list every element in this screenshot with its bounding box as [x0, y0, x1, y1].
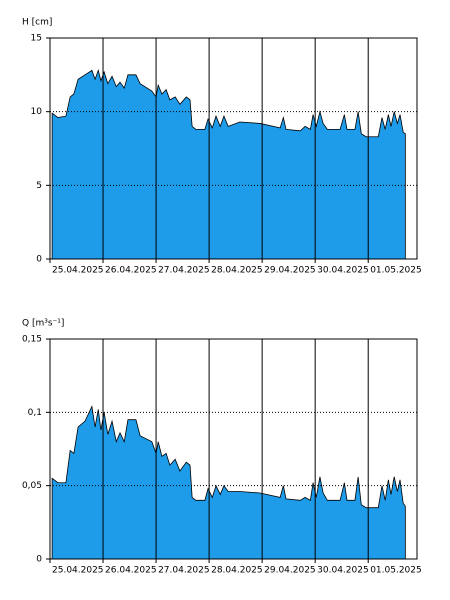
y-tick-label: 0,05 — [22, 481, 42, 491]
plot-frame — [49, 37, 418, 260]
x-tick-label: 25.04.2025 — [52, 566, 104, 576]
x-tick-label: 27.04.2025 — [158, 566, 210, 576]
y-tick-label: 0 — [36, 255, 42, 265]
y-tick-label: 0,1 — [28, 408, 42, 418]
y-tick-label: 5 — [36, 181, 42, 191]
y-axis-label: H [cm] — [22, 18, 52, 28]
y-axis-label: Q [m³s⁻¹] — [22, 319, 64, 329]
x-tick-label: 01.05.2025 — [370, 266, 422, 276]
area — [51, 405, 406, 560]
x-tick-label: 30.04.2025 — [317, 266, 369, 276]
x-tick-label: 29.04.2025 — [264, 566, 316, 576]
y-tick-label: 10 — [31, 107, 43, 117]
y-tick-label: 0 — [36, 555, 42, 565]
x-tick-label: 01.05.2025 — [370, 566, 422, 576]
x-tick-label: 27.04.2025 — [158, 266, 210, 276]
y-tick-label: 15 — [31, 34, 42, 44]
plot-frame — [49, 338, 418, 560]
x-tick-label: 26.04.2025 — [105, 266, 157, 276]
y-tick-label: 0,15 — [22, 335, 42, 345]
x-tick-label: 29.04.2025 — [264, 266, 316, 276]
x-tick-label: 30.04.2025 — [317, 566, 369, 576]
x-tick-label: 28.04.2025 — [211, 266, 263, 276]
x-tick-label: 25.04.2025 — [52, 266, 104, 276]
x-tick-label: 26.04.2025 — [105, 566, 157, 576]
area — [51, 69, 406, 260]
x-tick-label: 28.04.2025 — [211, 566, 263, 576]
